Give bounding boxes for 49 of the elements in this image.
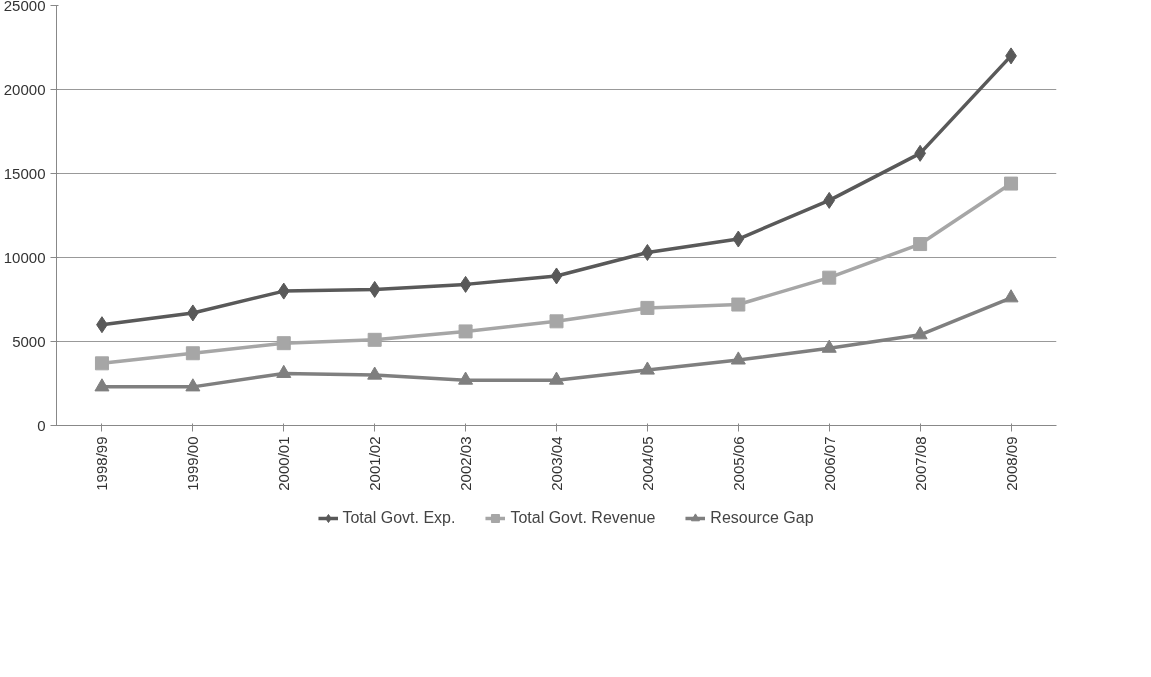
y-tick-label: 10000 <box>3 248 46 266</box>
point <box>458 324 473 339</box>
point <box>823 191 836 209</box>
legend-label: Total Govt. Revenue <box>510 509 656 527</box>
point <box>912 326 928 340</box>
y-tick-label: 25000 <box>3 0 46 14</box>
point <box>732 230 745 248</box>
point <box>459 275 472 293</box>
x-tick-label: 2002/03 <box>457 436 475 491</box>
y-tick-label: 15000 <box>3 164 46 182</box>
point <box>913 237 928 252</box>
point <box>730 351 746 365</box>
point <box>367 332 382 347</box>
x-tick-label: 2004/05 <box>638 436 656 491</box>
x-tick-label: 2007/08 <box>911 436 929 491</box>
x-tick-label: 2001/02 <box>366 436 384 491</box>
point <box>641 243 654 261</box>
x-tick-label: 1998/99 <box>93 436 111 491</box>
point <box>276 364 292 378</box>
point <box>821 339 837 353</box>
x-tick-label: 2008/09 <box>1002 436 1020 491</box>
legend-label: Resource Gap <box>710 509 814 527</box>
legend-label: Total Govt. Exp. <box>342 509 456 527</box>
point <box>185 346 200 361</box>
y-tick-label: 20000 <box>3 80 46 98</box>
point <box>367 366 383 380</box>
point <box>549 371 564 385</box>
x-tick-label: 1999/00 <box>184 436 202 491</box>
point <box>1004 176 1019 191</box>
x-tick-label: 2006/07 <box>820 436 838 491</box>
point <box>277 282 290 300</box>
point <box>640 300 655 315</box>
x-tick-label: 2000/01 <box>275 436 293 491</box>
point <box>549 314 564 329</box>
point <box>822 270 837 285</box>
point <box>94 356 109 371</box>
point <box>185 378 201 392</box>
point <box>368 280 381 298</box>
point <box>1003 289 1019 303</box>
point <box>458 371 474 385</box>
point <box>276 336 291 351</box>
point <box>731 297 746 312</box>
point <box>94 378 110 392</box>
x-tick-label: 2003/04 <box>548 436 565 491</box>
x-tick-label: 2005/06 <box>729 436 747 491</box>
y-tick-label: 0 <box>37 416 46 434</box>
y-tick-label: 5000 <box>12 332 46 350</box>
point <box>639 361 655 375</box>
point <box>550 267 563 285</box>
